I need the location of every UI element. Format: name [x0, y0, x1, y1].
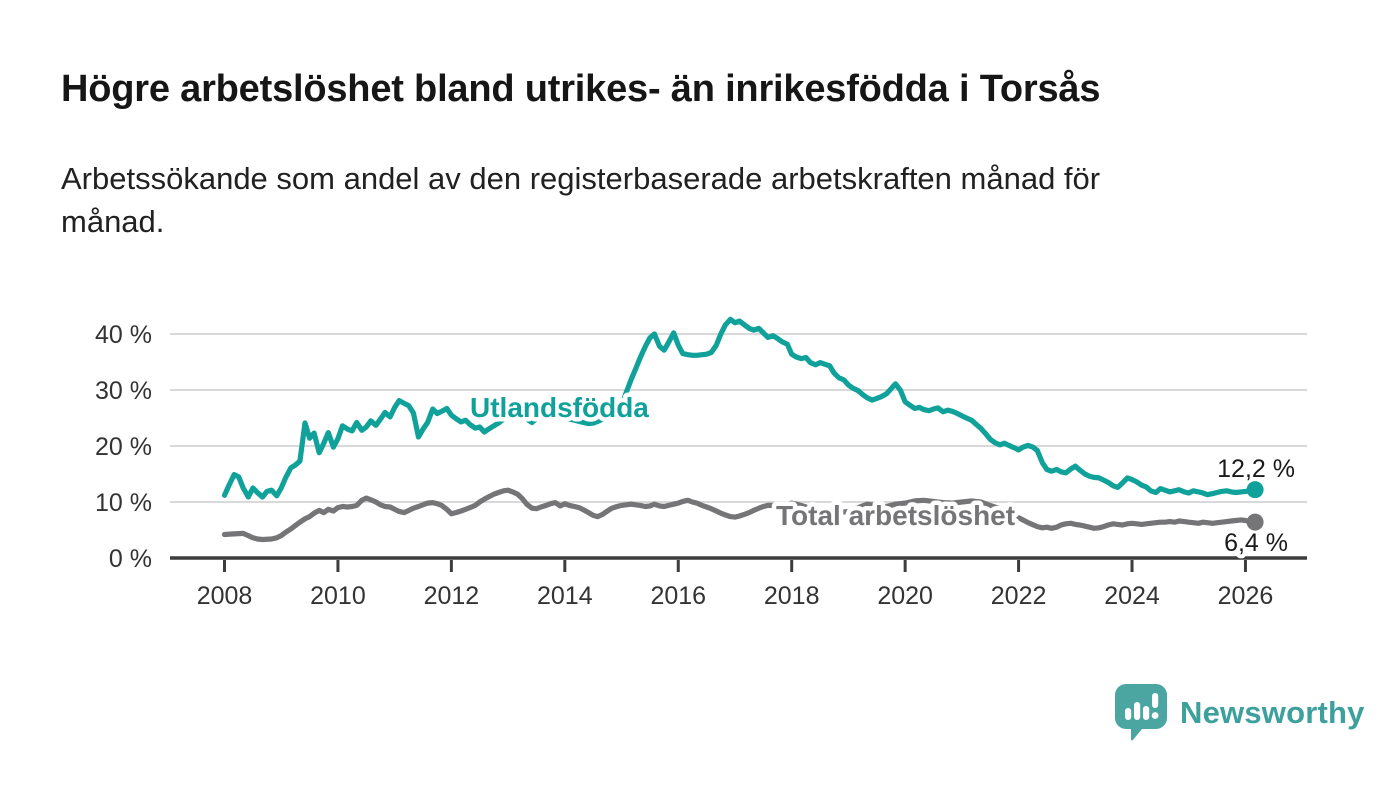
x-tick-label: 2008	[197, 582, 253, 610]
x-tick-label: 2024	[1104, 582, 1160, 610]
axis-layer: 2008 2010 2012 2014 2016 2018 2020 2022 2024 2026	[170, 556, 1307, 610]
x-tick-label: 2010	[310, 582, 366, 610]
brand-footer: Newsworthy	[1115, 684, 1365, 741]
series-end-dot-0	[1246, 481, 1264, 499]
y-tick-label: 0 %	[109, 545, 152, 573]
series-label-total-arbetsloshet: Total arbetslöshet	[776, 500, 1015, 531]
x-tick-label: 2016	[650, 582, 706, 610]
x-tick-label: 2020	[877, 582, 933, 610]
y-tick-label: 20 %	[95, 433, 152, 461]
x-tick-label: 2026	[1218, 582, 1274, 610]
x-tick-label: 2014	[537, 582, 593, 610]
y-tick-label: 10 %	[95, 489, 152, 517]
newsworthy-logo-icon	[1115, 684, 1167, 741]
series-label-utlandsfodda: Utlandsfödda	[470, 392, 649, 423]
brand-name: Newsworthy	[1180, 694, 1365, 730]
page-title: Högre arbetslöshet bland utrikes- än inr…	[61, 68, 1101, 110]
series-line-0	[221, 316, 1258, 500]
y-tick-label: 30 %	[95, 377, 152, 405]
end-value-label-utlandsfodda: 12,2 %	[1217, 455, 1295, 483]
y-tick-label: 40 %	[95, 321, 152, 349]
gridlines-layer: 0 % 10 % 20 % 30 % 40 %	[95, 321, 1307, 573]
series-end-dot-1	[1246, 513, 1264, 531]
x-tick-label: 2012	[424, 582, 480, 610]
series-layer	[221, 316, 1258, 543]
end-value-label-total-arbetsloshet: 6,4 %	[1224, 529, 1288, 557]
end-dot-layer	[1246, 481, 1264, 531]
x-tick-label: 2022	[991, 582, 1047, 610]
chart-subtitle: Arbetssökande som andel av den registerb…	[61, 161, 1101, 239]
series-line-1	[221, 487, 1258, 543]
x-tick-label: 2018	[764, 582, 820, 610]
